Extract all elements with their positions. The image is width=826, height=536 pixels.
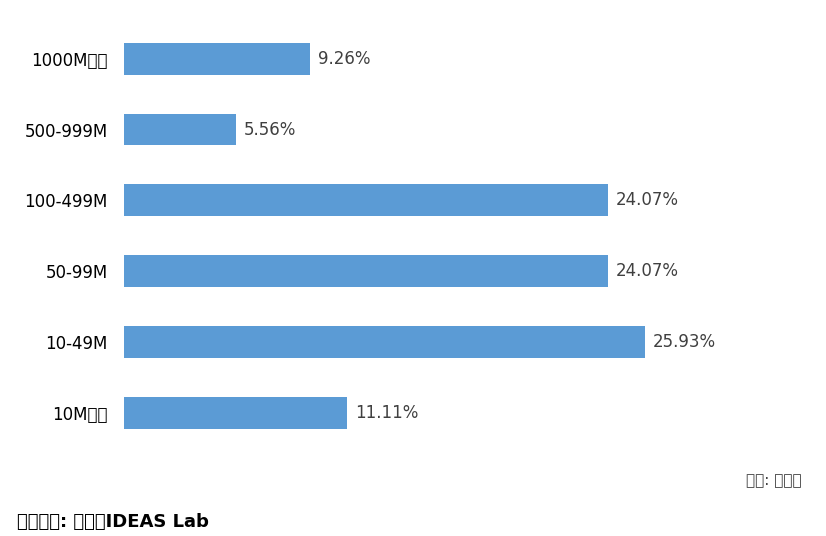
- Text: 25.93%: 25.93%: [653, 333, 716, 351]
- Text: 單位: 新台幣: 單位: 新台幣: [746, 473, 801, 488]
- Text: 9.26%: 9.26%: [318, 50, 371, 68]
- Text: 資料來源: 資策會IDEAS Lab: 資料來源: 資策會IDEAS Lab: [17, 512, 208, 531]
- Text: 24.07%: 24.07%: [615, 262, 679, 280]
- Bar: [124, 397, 347, 429]
- Bar: [124, 255, 608, 287]
- Bar: [124, 184, 608, 217]
- Text: 11.11%: 11.11%: [355, 404, 419, 422]
- Text: 5.56%: 5.56%: [244, 121, 296, 138]
- Bar: [124, 114, 235, 145]
- Bar: [124, 43, 310, 75]
- Bar: [124, 326, 645, 358]
- Text: 24.07%: 24.07%: [615, 191, 679, 210]
